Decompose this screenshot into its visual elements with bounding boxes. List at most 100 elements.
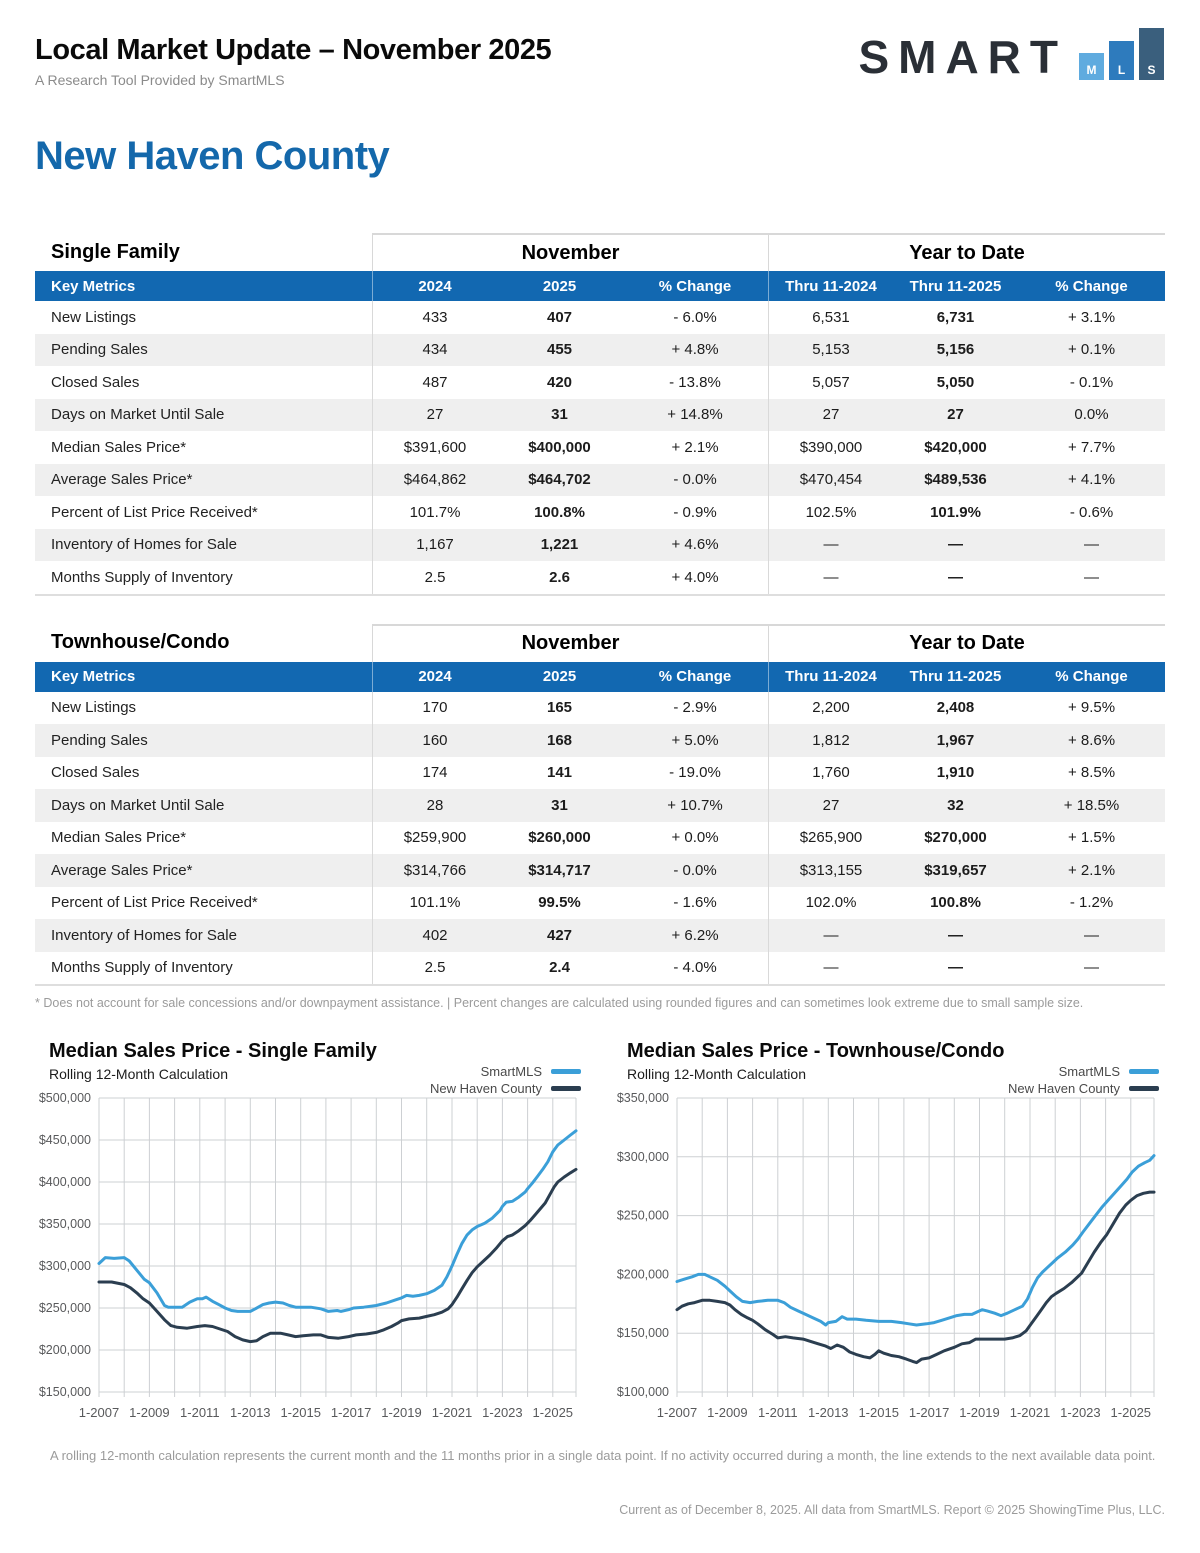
table-column-header-row: Key Metrics 2024 2025 % Change Thru 11-2024 T… — [35, 661, 1165, 692]
legend-item-new-haven-county: New Haven County — [430, 1080, 581, 1097]
svg-text:1-2025: 1-2025 — [1111, 1405, 1151, 1420]
svg-text:$250,000: $250,000 — [617, 1209, 669, 1223]
table-cell: 101.9% — [930, 503, 981, 521]
table-row: Median Sales Price* $391,600 $400,000 + 2.1… — [35, 431, 1165, 464]
table-cell: — — [948, 959, 963, 977]
metric-label: New Listings — [51, 308, 137, 326]
svg-text:$100,000: $100,000 — [617, 1385, 669, 1399]
table-cell: 2.5 — [372, 561, 497, 594]
table-cell: 31 — [551, 796, 568, 814]
table-cell: 2.6 — [549, 568, 570, 586]
table-cell: — — [768, 528, 893, 561]
column-header: 2025 — [542, 277, 577, 295]
table-cell: — — [768, 919, 893, 952]
table-cell: + 18.5% — [1063, 796, 1120, 814]
metric-label: Inventory of Homes for Sale — [51, 536, 237, 554]
svg-text:1-2009: 1-2009 — [707, 1405, 747, 1420]
svg-text:$300,000: $300,000 — [39, 1259, 91, 1273]
charts-row: Median Sales Price - Single Family Rolli… — [0, 1040, 1200, 1438]
table-cell: + 4.1% — [1067, 471, 1116, 489]
table-cell: 427 — [546, 926, 573, 944]
svg-text:1-2007: 1-2007 — [79, 1405, 119, 1420]
report-subtitle: A Research Tool Provided by SmartMLS — [35, 72, 285, 88]
svg-text:1-2021: 1-2021 — [432, 1405, 472, 1420]
table-row: Average Sales Price* $314,766 $314,717 - 0.… — [35, 854, 1165, 887]
group-header-november: November — [372, 233, 768, 271]
metric-label: Average Sales Price* — [51, 861, 193, 879]
column-header: 2025 — [542, 668, 577, 685]
metric-label: Median Sales Price* — [51, 829, 187, 847]
legend-item-new-haven-county: New Haven County — [1008, 1080, 1159, 1097]
column-header: % Change — [1055, 668, 1128, 685]
table-cell: + 4.8% — [671, 341, 719, 359]
table-cell: — — [1084, 568, 1099, 586]
table-row: Days on Market Until Sale 28 31 + 10.7% 27 32… — [35, 789, 1165, 822]
chart-median-sales-price-townhouse-condo: Median Sales Price - Townhouse/Condo Rol… — [613, 1040, 1165, 1438]
legend-label: SmartMLS — [480, 1064, 542, 1079]
table-cell: 2.5 — [372, 951, 497, 984]
table-row: Months Supply of Inventory 2.5 2.6 + 4.0% — —… — [35, 561, 1165, 594]
table-cell: 2,200 — [768, 691, 893, 724]
table-cell: 1,812 — [768, 724, 893, 757]
table-cell: 27 — [947, 406, 964, 424]
metric-label: Percent of List Price Received* — [51, 503, 258, 521]
svg-text:1-2025: 1-2025 — [533, 1405, 573, 1420]
table-cell: 6,531 — [768, 301, 893, 334]
table-cell: $464,702 — [528, 471, 591, 489]
table-cell: + 8.6% — [1067, 731, 1116, 749]
svg-text:$350,000: $350,000 — [617, 1091, 669, 1105]
table-cell: - 6.0% — [673, 308, 717, 326]
svg-text:$500,000: $500,000 — [39, 1091, 91, 1105]
table-title: Single Family — [51, 240, 180, 263]
table-cell: + 4.0% — [671, 568, 719, 586]
table-cell: $259,900 — [372, 821, 497, 854]
table-cell: 1,167 — [372, 528, 497, 561]
chart-median-sales-price-single-family: Median Sales Price - Single Family Rolli… — [35, 1040, 587, 1438]
table-cell: - 0.9% — [673, 503, 717, 521]
metric-label: Inventory of Homes for Sale — [51, 926, 237, 944]
table-cell: 433 — [372, 301, 497, 334]
svg-text:1-2015: 1-2015 — [858, 1405, 898, 1420]
table-row: Closed Sales 174 141 - 19.0% 1,760 1,910 + 8.5… — [35, 756, 1165, 789]
group-header-november: November — [372, 623, 768, 662]
svg-text:1-2013: 1-2013 — [808, 1405, 848, 1420]
chart-legend: SmartMLS New Haven County — [430, 1063, 581, 1097]
table-cell: 100.8% — [930, 894, 981, 912]
column-header: Thru 11-2024 — [768, 661, 893, 692]
table-cell: 1,760 — [768, 756, 893, 789]
table-cell: 5,156 — [936, 341, 975, 359]
group-header-year-to-date: Year to Date — [768, 623, 1165, 662]
table-cell: - 1.6% — [673, 894, 717, 912]
table-cell: + 4.6% — [671, 536, 719, 554]
table-cell: + 0.1% — [1067, 341, 1116, 359]
column-header: Key Metrics — [51, 668, 136, 685]
metrics-tables: Single Family November Year to Date Key Met… — [0, 233, 1200, 986]
table-cell: 420 — [546, 373, 573, 391]
table-row: New Listings 433 407 - 6.0% 6,531 6,731 + 3.1% — [35, 301, 1165, 334]
svg-text:1-2017: 1-2017 — [331, 1405, 371, 1420]
table-cell: 2.4 — [549, 959, 570, 977]
table-cell: + 9.5% — [1067, 699, 1116, 717]
table-row: Median Sales Price* $259,900 $260,000 + 0.0… — [35, 821, 1165, 854]
table-cell: $260,000 — [528, 829, 591, 847]
column-header: % Change — [658, 668, 732, 685]
svg-text:1-2019: 1-2019 — [381, 1405, 421, 1420]
column-header: % Change — [1055, 277, 1128, 295]
table-cell: + 8.5% — [1067, 764, 1116, 782]
table-footnote: * Does not account for sale concessions … — [35, 996, 1084, 1010]
table-cell: 5,153 — [768, 333, 893, 366]
svg-text:1-2023: 1-2023 — [482, 1405, 522, 1420]
table-cell: $470,454 — [768, 463, 893, 496]
metric-label: Days on Market Until Sale — [51, 406, 225, 424]
report-footer: Current as of December 8, 2025. All data… — [619, 1503, 1165, 1517]
group-header-year-to-date: Year to Date — [768, 233, 1165, 271]
table-cell: 102.0% — [768, 886, 893, 919]
table-cell: $265,900 — [768, 821, 893, 854]
logo-block-m: M — [1079, 53, 1104, 80]
table-cell: 165 — [546, 699, 573, 717]
table-cell: + 0.0% — [671, 829, 719, 847]
svg-text:$450,000: $450,000 — [39, 1133, 91, 1147]
table-cell: 5,057 — [768, 366, 893, 399]
table-cell: — — [948, 536, 963, 554]
svg-text:1-2007: 1-2007 — [657, 1405, 697, 1420]
